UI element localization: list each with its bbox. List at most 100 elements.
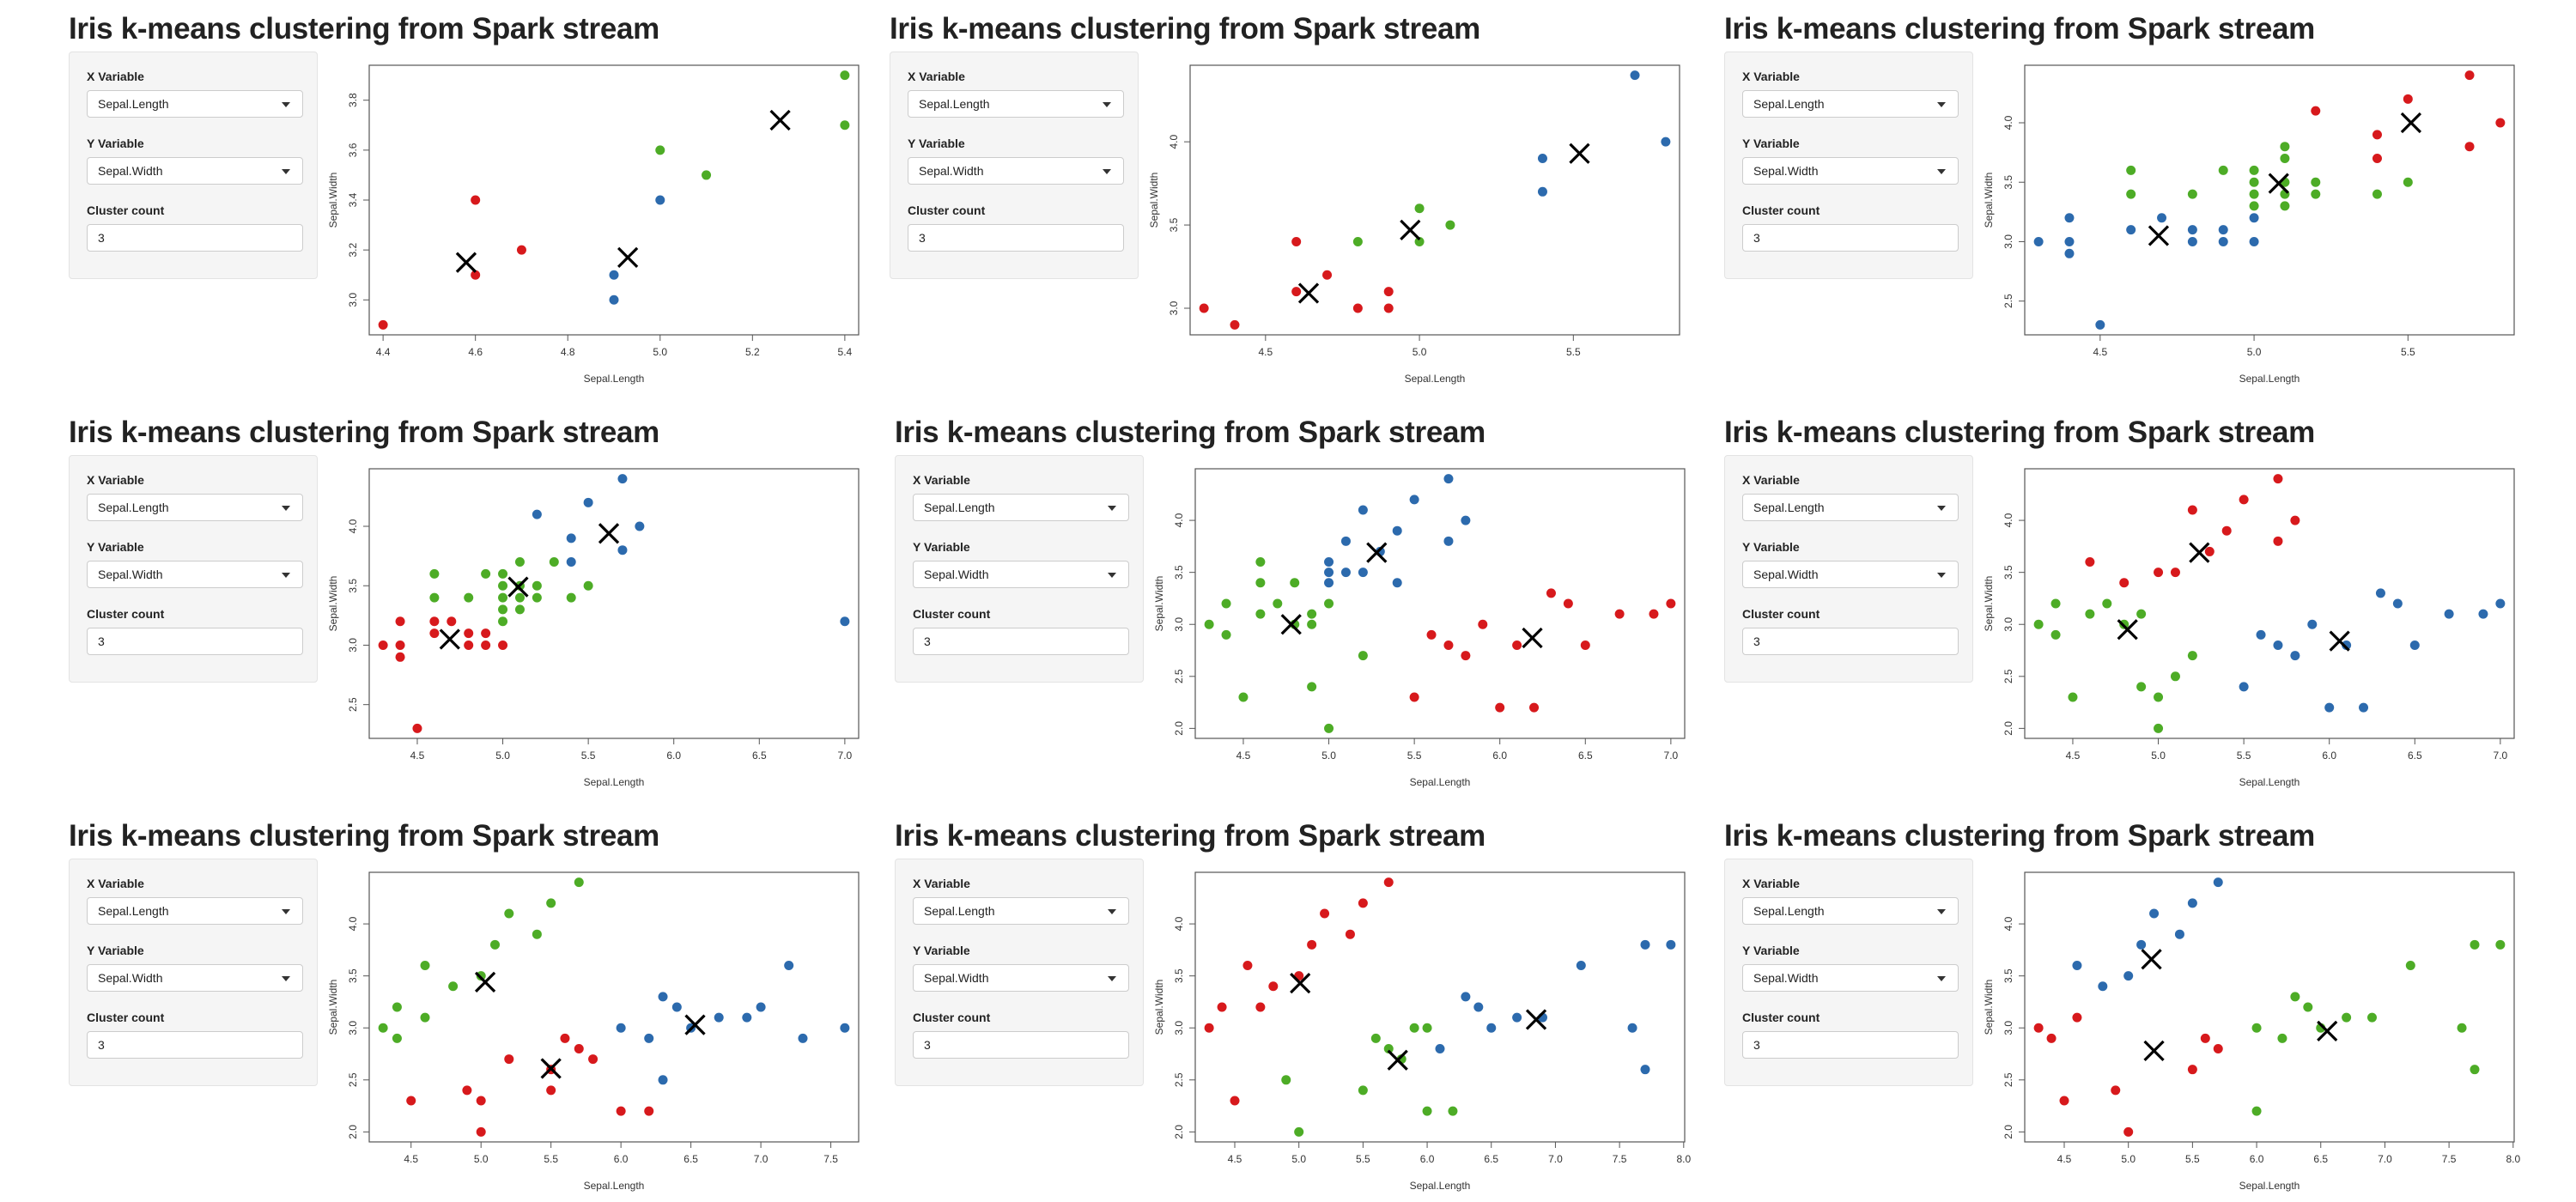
data-point: [2239, 682, 2249, 692]
sidebar-panel: X Variable Sepal.Length Y Variable Sepal…: [895, 455, 1144, 683]
y-variable-value: Sepal.Width: [924, 971, 989, 985]
data-point: [2218, 236, 2228, 246]
data-point: [2218, 165, 2228, 175]
scatter-svg: 4.5 5.0 5.5 3.0 3.5 4.0 Sepal.Length Sepal.Widt…: [1148, 64, 1680, 385]
data-point: [1255, 609, 1266, 619]
x-variable-select[interactable]: Sepal.Length: [1742, 897, 1959, 925]
cluster-center-marker: [617, 246, 639, 269]
data-point: [2068, 692, 2078, 702]
data-point: [1291, 236, 1302, 246]
data-point: [1392, 578, 1402, 588]
data-point: [616, 1106, 626, 1116]
data-point: [2277, 1033, 2287, 1043]
plot-frame: [2024, 468, 2515, 739]
y-variable-select[interactable]: Sepal.Width: [913, 561, 1129, 588]
sidebar-panel: X Variable Sepal.Length Y Variable Sepal…: [1724, 52, 1973, 279]
y-axis-label: Sepal.Width: [1983, 173, 1995, 228]
y-variable-select[interactable]: Sepal.Width: [908, 157, 1124, 185]
y-tick-label: 2.0: [1173, 721, 1185, 736]
data-point: [616, 1023, 626, 1033]
data-point: [532, 592, 542, 603]
x-tick-label: 5.0: [495, 750, 510, 762]
data-point: [2213, 1043, 2223, 1053]
x-tick-label: 7.0: [2494, 750, 2508, 762]
data-point: [2187, 505, 2197, 515]
x-tick-label: 4.5: [410, 750, 425, 762]
x-variable-select[interactable]: Sepal.Length: [908, 90, 1124, 118]
data-point: [2251, 1023, 2262, 1033]
cluster-count-input[interactable]: 3: [87, 224, 303, 252]
y-variable-label: Y Variable: [913, 944, 970, 957]
cluster-count-input[interactable]: 3: [1742, 1031, 1959, 1059]
center-stroke: [2189, 542, 2210, 563]
data-point: [476, 1096, 486, 1106]
data-point: [498, 568, 508, 579]
data-point: [2102, 598, 2112, 609]
data-point: [583, 580, 593, 591]
data-point: [1370, 1033, 1381, 1043]
center-stroke: [2317, 1020, 2338, 1041]
app-panel: Iris k-means clustering from Spark strea…: [69, 819, 893, 1197]
cluster-count-input[interactable]: 3: [87, 1031, 303, 1059]
cluster-count-input[interactable]: 3: [87, 628, 303, 655]
x-variable-select[interactable]: Sepal.Length: [87, 897, 303, 925]
cluster-count-input[interactable]: 3: [1742, 628, 1959, 655]
x-tick-label: 4.5: [2057, 1153, 2072, 1165]
x-axis-label: Sepal.Length: [1405, 373, 1466, 385]
data-point: [2280, 154, 2290, 164]
data-point: [471, 195, 481, 205]
cluster-center-marker: [769, 109, 791, 131]
y-variable-select[interactable]: Sepal.Width: [1742, 157, 1959, 185]
data-point: [2409, 640, 2420, 650]
data-point: [1580, 640, 1590, 650]
data-point: [635, 521, 645, 531]
y-variable-select[interactable]: Sepal.Width: [87, 964, 303, 992]
page-title: Iris k-means clustering from Spark strea…: [1724, 12, 2315, 46]
scatter-svg: 4.5 5.0 5.5 6.0 6.5 7.0 7.5 8.0 2.0 2.5 3.0 3.5 4.0 S…: [1153, 871, 1691, 1192]
y-tick-label: 3.0: [1173, 1021, 1185, 1035]
x-variable-select[interactable]: Sepal.Length: [1742, 90, 1959, 118]
x-tick-label: 5.5: [581, 750, 596, 762]
sidebar-panel: X Variable Sepal.Length Y Variable Sepal…: [69, 455, 318, 683]
x-variable-select[interactable]: Sepal.Length: [913, 897, 1129, 925]
x-variable-select[interactable]: Sepal.Length: [87, 494, 303, 521]
data-point: [1307, 619, 1317, 629]
y-tick-label: 3.5: [2002, 175, 2014, 190]
x-variable-select[interactable]: Sepal.Length: [913, 494, 1129, 521]
center-stroke: [439, 628, 460, 650]
cluster-count-input[interactable]: 3: [913, 628, 1129, 655]
data-point: [1290, 578, 1300, 588]
data-point: [1291, 287, 1302, 297]
y-variable-select[interactable]: Sepal.Width: [913, 964, 1129, 992]
x-variable-value: Sepal.Length: [1753, 97, 1825, 111]
data-point: [1307, 682, 1317, 692]
cluster-count-input[interactable]: 3: [1742, 224, 1959, 252]
y-variable-select[interactable]: Sepal.Width: [1742, 561, 1959, 588]
x-variable-label: X Variable: [87, 473, 144, 487]
cluster-count-input[interactable]: 3: [908, 224, 1124, 252]
scatter-plot: 4.4 4.6 4.8 5.0 5.2 5.4 3.0 3.2 3.4 3.6 3.8 Sepal.L…: [326, 52, 867, 395]
y-tick-label: 3.5: [347, 968, 359, 983]
data-point: [395, 616, 405, 627]
center-stroke: [540, 1058, 562, 1079]
x-tick-label: 5.0: [2151, 750, 2166, 762]
y-variable-value: Sepal.Width: [1753, 568, 1819, 581]
data-point: [658, 992, 668, 1002]
data-point: [498, 604, 508, 615]
y-variable-select[interactable]: Sepal.Width: [87, 157, 303, 185]
x-axis-label: Sepal.Length: [584, 776, 645, 788]
x-variable-value: Sepal.Length: [1753, 904, 1825, 918]
data-point: [2050, 598, 2061, 609]
data-point: [2085, 557, 2095, 568]
x-variable-select[interactable]: Sepal.Length: [87, 90, 303, 118]
y-variable-select[interactable]: Sepal.Width: [1742, 964, 1959, 992]
y-tick-label: 2.0: [2002, 1125, 2014, 1139]
y-tick-label: 4.0: [1173, 513, 1185, 527]
data-point: [378, 640, 388, 650]
y-variable-select[interactable]: Sepal.Width: [87, 561, 303, 588]
scatter-plot: 4.5 5.0 5.5 6.0 6.5 7.0 7.5 2.0 2.5 3.0 3.5 4.0 Sepa…: [326, 859, 867, 1202]
cluster-count-input[interactable]: 3: [913, 1031, 1129, 1059]
y-variable-value: Sepal.Width: [924, 568, 989, 581]
data-point: [2123, 1126, 2134, 1137]
x-variable-select[interactable]: Sepal.Length: [1742, 494, 1959, 521]
